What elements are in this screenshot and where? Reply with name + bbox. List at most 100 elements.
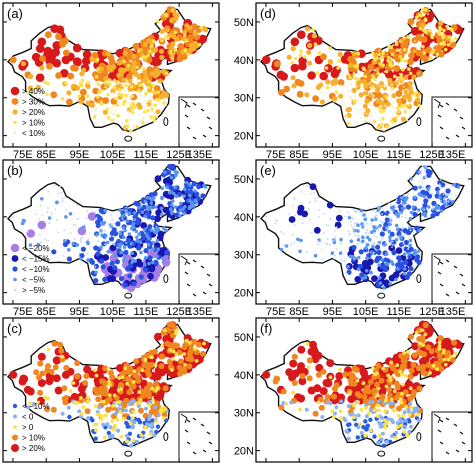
station-dot: [122, 235, 126, 240]
station-dot: [427, 29, 430, 32]
station-dot: [143, 107, 146, 109]
station-dot: [140, 119, 143, 121]
legend-marker: [13, 414, 17, 419]
station-dot: [425, 188, 427, 191]
station-dot: [35, 73, 45, 82]
station-dot: [407, 74, 409, 76]
station-dot: [82, 56, 91, 66]
station-dot: [89, 259, 95, 265]
station-dot: [377, 408, 381, 413]
station-dot: [389, 260, 394, 264]
station-dot: [45, 92, 49, 97]
station-dot: [109, 244, 117, 252]
station-dot: [442, 33, 446, 38]
station-dot: [342, 371, 349, 378]
station-dot: [110, 224, 113, 226]
station-dot: [417, 228, 422, 233]
station-dot: [398, 417, 403, 422]
station-dot: [376, 414, 380, 419]
station-dot: [354, 234, 356, 237]
station-dot: [409, 229, 412, 232]
station-dot: [353, 72, 356, 75]
station-dot: [359, 430, 364, 435]
station-dot: [60, 96, 65, 101]
station-dot: [94, 270, 98, 275]
station-dot: [81, 67, 87, 73]
station-dot: [144, 99, 147, 102]
station-dot: [378, 377, 385, 384]
station-dot: [76, 204, 79, 207]
station-dot: [153, 260, 159, 266]
station-dot: [109, 120, 111, 123]
station-dot: [155, 254, 159, 259]
station-dot: [93, 368, 97, 373]
station-dot: [108, 223, 110, 225]
station-dot: [446, 198, 451, 203]
station-dot: [381, 213, 383, 216]
station-dot: [59, 185, 61, 188]
station-dot: [316, 239, 319, 242]
station-dot: [381, 51, 385, 56]
station-dot: [66, 256, 72, 262]
station-dot: [373, 372, 377, 377]
station-dot: [348, 380, 355, 387]
station-dot: [155, 424, 161, 429]
station-dot: [337, 59, 342, 63]
station-dot: [435, 52, 439, 56]
station-dot: [420, 171, 423, 174]
station-dot: [72, 64, 79, 72]
station-dot: [148, 99, 152, 103]
station-dot: [90, 418, 95, 423]
station-dot: [384, 398, 388, 403]
station-dot: [358, 92, 364, 98]
station-dot: [96, 66, 101, 71]
station-dot: [411, 74, 417, 80]
lat-tick-label: 30N: [234, 408, 254, 420]
station-dot: [147, 79, 151, 84]
station-dot: [39, 55, 46, 62]
station-dot: [438, 187, 441, 189]
station-dot: [115, 238, 118, 241]
station-dot: [20, 61, 26, 67]
station-dot: [128, 110, 131, 113]
station-dot: [394, 238, 399, 242]
station-dot: [112, 265, 118, 271]
station-dot: [400, 372, 404, 377]
station-dot: [46, 211, 49, 214]
station-dot: [390, 241, 393, 243]
station-dot: [353, 103, 356, 105]
map-panel-c: (c)< −10%< 0> 0> 10%> 20%75E85E95E105E11…: [2, 317, 220, 465]
station-dot: [361, 83, 364, 86]
station-dot: [400, 382, 405, 387]
station-dot: [166, 321, 173, 328]
station-dot: [151, 240, 156, 245]
station-dot: [351, 217, 354, 219]
station-dot: [430, 192, 433, 195]
station-dot: [304, 407, 309, 412]
map-content: [7, 163, 212, 299]
station-dot: [98, 385, 105, 392]
station-dot: [433, 45, 435, 48]
south-china-sea-inset: [431, 253, 473, 305]
station-dot: [355, 242, 358, 245]
station-dot: [43, 80, 47, 85]
station-dot: [405, 217, 407, 219]
station-dot: [376, 249, 382, 255]
station-dot: [449, 27, 454, 32]
station-dot: [408, 243, 413, 248]
station-dot: [95, 396, 102, 403]
station-dot: [446, 182, 449, 185]
station-dot: [377, 421, 382, 425]
lon-tick-label: 115E: [386, 149, 411, 161]
station-dot: [138, 398, 143, 403]
station-dot: [178, 213, 182, 218]
station-dot: [339, 237, 343, 242]
station-dot: [9, 56, 17, 64]
station-dot: [327, 224, 330, 227]
station-dot: [369, 86, 371, 89]
station-dot: [410, 99, 413, 101]
station-dot: [423, 332, 428, 337]
lat-tick-label: 20N: [234, 131, 254, 143]
station-dot: [82, 380, 89, 386]
